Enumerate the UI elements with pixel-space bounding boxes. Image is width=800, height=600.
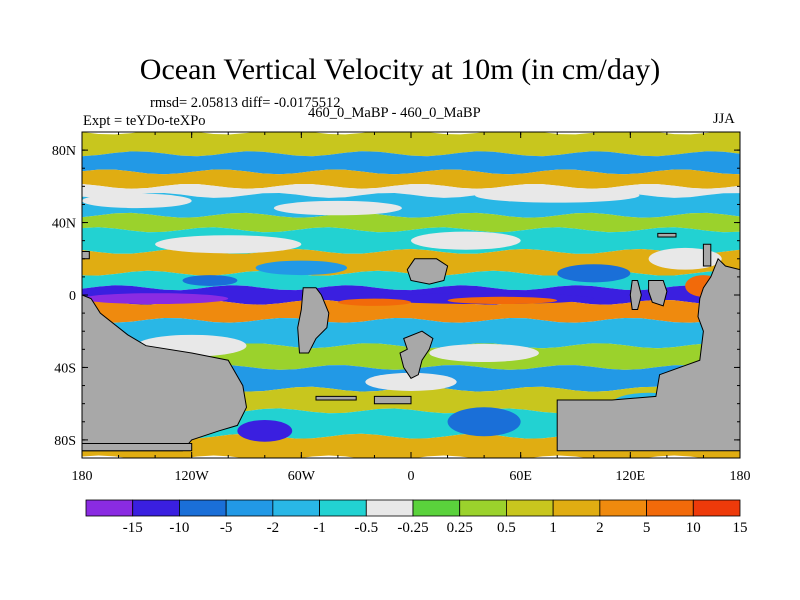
field-patch [429, 343, 539, 363]
colorbar-label: 0.25 [447, 520, 473, 536]
x-tick-label: 60E [509, 469, 532, 484]
field-band [82, 132, 740, 157]
land-south-strip [315, 395, 357, 401]
colorbar-swatch [85, 499, 134, 517]
y-tick-label: 80S [54, 434, 76, 449]
field-patch [365, 372, 457, 391]
field-patch [337, 298, 412, 306]
colorbar-label: 1 [549, 520, 557, 536]
land-east-island-2 [648, 280, 668, 307]
land-central-block [297, 287, 330, 354]
y-tick-label: 0 [69, 289, 76, 304]
colorbar-swatch [552, 499, 601, 517]
experiment-label: Expt = teYDo-teXPo [83, 113, 206, 129]
colorbar-swatch [272, 499, 320, 517]
land-south-strip-2 [373, 395, 412, 405]
land-west-coast-sliver [82, 251, 90, 260]
land-south-left-land [82, 443, 193, 452]
colorbar-swatch [692, 499, 741, 517]
y-tick-label: 40S [54, 361, 76, 376]
field-patch [155, 235, 302, 254]
field-band [82, 169, 740, 189]
season-label: JJA [713, 111, 735, 127]
field-patch [557, 264, 631, 283]
land-east-small-2 [702, 243, 712, 267]
land-east-island-1 [629, 280, 642, 310]
field-patch [474, 188, 640, 203]
colorbar-swatch [179, 499, 227, 517]
field-patch [255, 260, 348, 276]
field-patch [82, 193, 192, 209]
colorbar-label: 10 [686, 520, 701, 536]
plot-area [82, 132, 740, 458]
stats-label: rmsd= 2.05813 diff= -0.0175512 [150, 95, 341, 111]
y-tick-label: 40N [52, 217, 76, 232]
land-east-small-north [657, 232, 677, 238]
colorbar-swatch [319, 499, 367, 517]
x-tick-label: 0 [408, 469, 415, 484]
colorbar-label: 0.5 [497, 520, 516, 536]
colorbar-label: 15 [733, 520, 748, 536]
field-patch [182, 275, 238, 286]
colorbar-swatch [412, 499, 461, 517]
field-patch [411, 231, 521, 250]
colorbar-label: -0.25 [397, 520, 428, 536]
field-patch [447, 407, 521, 437]
colorbar-label: -15 [123, 520, 143, 536]
field-band [82, 299, 740, 323]
colorbar-swatch [646, 499, 694, 517]
x-tick-label: 120W [175, 469, 210, 484]
x-tick-label: 180 [72, 469, 93, 484]
colorbar-label: -1 [313, 520, 326, 536]
field-patch [82, 293, 229, 305]
colorbar-label: -0.5 [354, 520, 378, 536]
chart-title: Ocean Vertical Velocity at 10m (in cm/da… [139, 53, 661, 86]
colorbar-label: -2 [267, 520, 280, 536]
field-band [82, 212, 740, 233]
colorbar-label: 5 [643, 520, 651, 536]
colorbar-swatch [365, 499, 414, 517]
colorbar-swatch [459, 499, 507, 517]
land-east-landmass [556, 257, 740, 452]
colorbar: -15 -10 -5 -2 -1 -0.5 -0.25 0.25 0.5 1 2 5 10 15 [85, 499, 748, 536]
x-tick-label: 180 [730, 469, 751, 484]
land-central-south-block [399, 330, 434, 379]
field-patch [237, 419, 293, 442]
colorbar-swatch [132, 499, 180, 517]
y-tick-label: 80N [52, 144, 76, 159]
case-label: 460_0_MaBP - 460_0_MaBP [308, 105, 481, 121]
colorbar-label: -5 [220, 520, 233, 536]
field-patch [447, 296, 558, 305]
colorbar-label: 2 [596, 520, 604, 536]
land-central-north-block [406, 258, 449, 285]
colorbar-swatch [599, 499, 647, 517]
field-patch [273, 200, 402, 216]
colorbar-label: -10 [169, 520, 189, 536]
field-band [82, 151, 740, 175]
colorbar-swatch [225, 499, 274, 517]
x-tick-label: 120E [616, 469, 646, 484]
field-band [82, 318, 740, 349]
x-tick-label: 60W [288, 469, 316, 484]
axes: 180 120W 60W 0 60E 120E 180 80N 40N 0 40S 80S [52, 131, 751, 484]
colorbar-swatch [506, 499, 554, 517]
